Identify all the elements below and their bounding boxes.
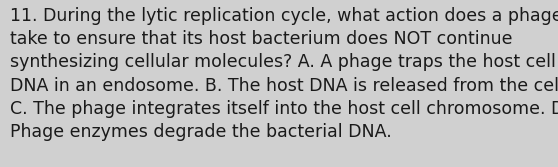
Text: 11. During the lytic replication cycle, what action does a phage
take to ensure : 11. During the lytic replication cycle, …	[10, 7, 558, 141]
